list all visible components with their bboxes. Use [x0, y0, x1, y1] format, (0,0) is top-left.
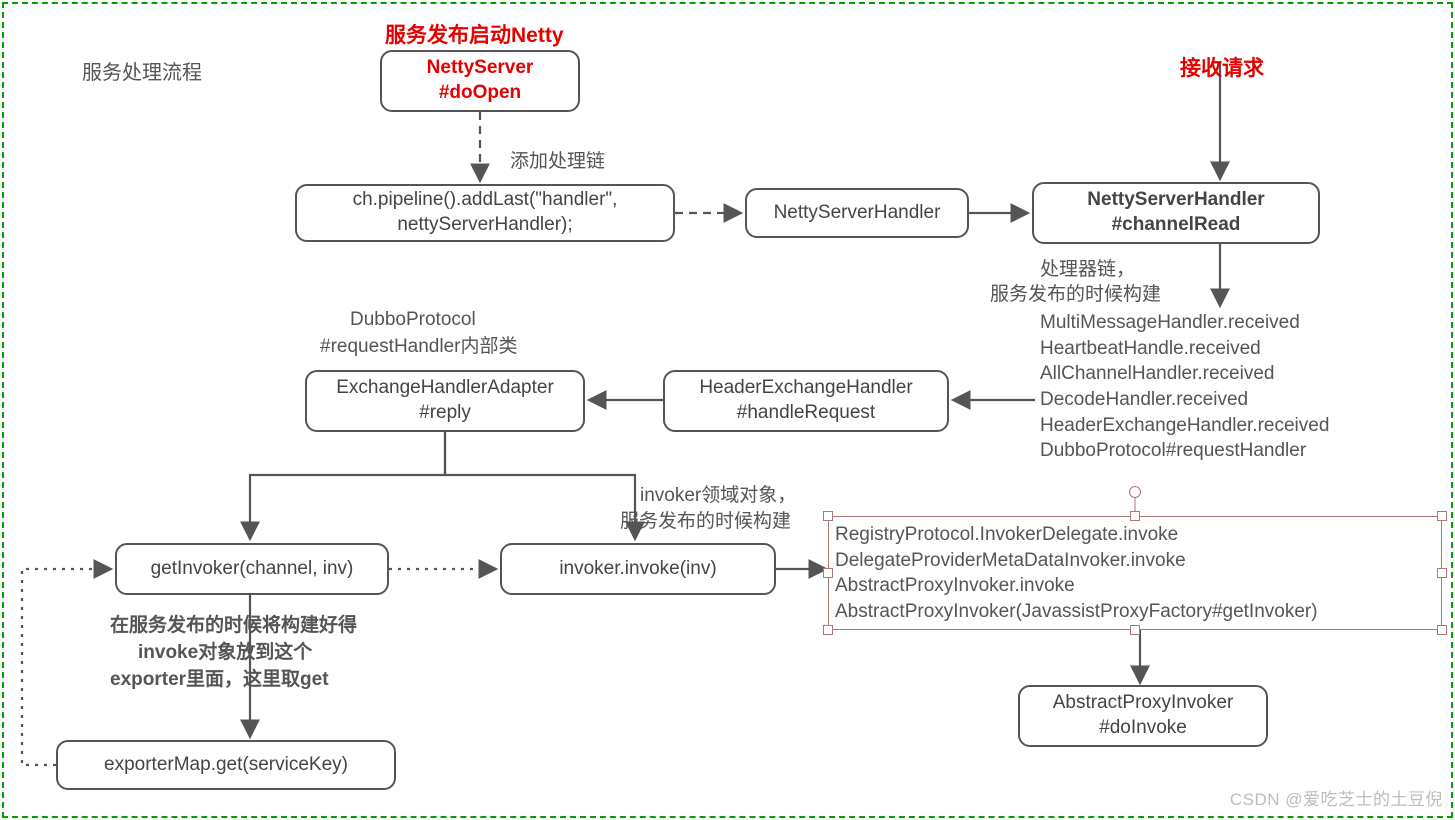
label-dubbo-proto-1: DubboProtocol	[350, 308, 476, 333]
sel-handle-e[interactable]	[1437, 568, 1447, 578]
sel-rotate-handle[interactable]	[1129, 486, 1141, 498]
node-header-exchange-handler: HeaderExchangeHandler#handleRequest	[663, 370, 949, 432]
node-netty-server: NettyServer#doOpen	[380, 50, 580, 112]
node-nsh-channel-read: NettyServerHandler#channelRead	[1032, 182, 1320, 244]
selection-box[interactable]	[828, 516, 1442, 630]
label-note-3: exporter里面，这里取get	[110, 668, 329, 693]
node-get-invoker: getInvoker(channel, inv)	[115, 543, 389, 595]
header-left: 服务发布启动Netty	[385, 22, 564, 49]
label-add-chain: 添加处理链	[510, 150, 605, 175]
label-proc-chain-1: 处理器链，	[1040, 258, 1135, 283]
watermark: CSDN @爱吃芝士的土豆倪	[1230, 785, 1443, 810]
edge-e13	[22, 569, 110, 765]
label-note-2: invoke对象放到这个	[138, 641, 312, 666]
node-pipeline-addlast: ch.pipeline().addLast("handler",nettySer…	[295, 184, 675, 242]
header-right: 接收请求	[1180, 55, 1264, 82]
node-abstract-proxy-doinvoke: AbstractProxyInvoker#doInvoke	[1018, 685, 1268, 747]
edge-e8	[250, 432, 445, 538]
handler-chain-list: MultiMessageHandler.receivedHeartbeatHan…	[1040, 310, 1329, 464]
sel-handle-sw[interactable]	[823, 625, 833, 635]
label-invoker-1: invoker领域对象，	[640, 484, 796, 509]
node-invoker-invoke: invoker.invoke(inv)	[500, 543, 776, 595]
node-exchange-handler-adapter: ExchangeHandlerAdapter#reply	[305, 370, 585, 432]
edge-e9	[445, 432, 635, 538]
sel-handle-nw[interactable]	[823, 511, 833, 521]
label-proc-chain-2: 服务发布的时候构建	[990, 283, 1161, 308]
sel-handle-s[interactable]	[1130, 625, 1140, 635]
label-note-1: 在服务发布的时候将构建好得	[110, 614, 357, 639]
sel-handle-ne[interactable]	[1437, 511, 1447, 521]
diagram-canvas: 服务发布启动Netty 接收请求 服务处理流程 NettyServer#doOp…	[0, 0, 1455, 820]
label-invoker-2: 服务发布的时候构建	[620, 510, 791, 535]
node-exporter-map: exporterMap.get(serviceKey)	[56, 740, 396, 790]
label-dubbo-proto-2: #requestHandler内部类	[320, 335, 517, 360]
sel-handle-se[interactable]	[1437, 625, 1447, 635]
sel-handle-w[interactable]	[823, 568, 833, 578]
sel-handle-n[interactable]	[1130, 511, 1140, 521]
diagram-title: 服务处理流程	[82, 60, 202, 86]
node-netty-server-handler: NettyServerHandler	[745, 188, 969, 238]
